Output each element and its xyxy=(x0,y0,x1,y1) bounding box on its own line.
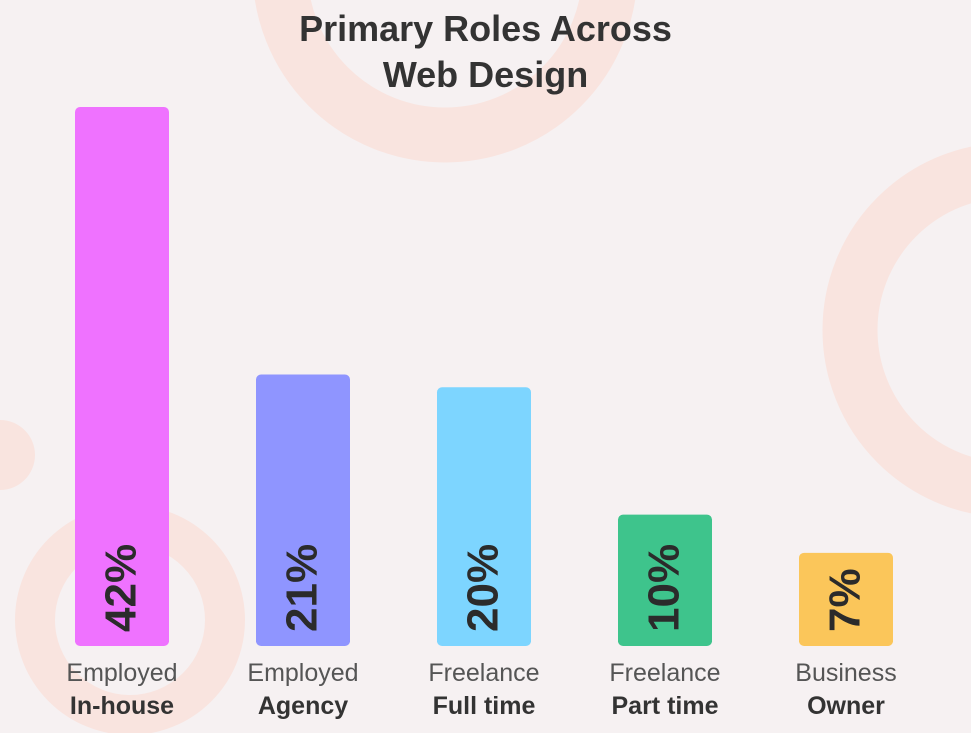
bar-3 xyxy=(437,387,531,646)
category-5-line-1: Business xyxy=(795,659,896,687)
bar-2 xyxy=(256,374,350,646)
category-4-line-2: Part time xyxy=(612,692,719,720)
decor-arc-right xyxy=(822,146,971,514)
bar-5 xyxy=(799,552,893,646)
bar-3-value-label: 20% xyxy=(459,544,508,632)
chart-title-line-2: Web Design xyxy=(382,54,589,95)
bar-4-base xyxy=(618,636,712,642)
chart-title-line-1: Primary Roles Across xyxy=(299,8,672,49)
decor-arc-top xyxy=(254,0,636,163)
bar-1 xyxy=(75,107,169,646)
chart-title: Primary Roles Across Web Design xyxy=(0,6,971,98)
bar-1-value-label: 42% xyxy=(97,544,146,632)
bar-4 xyxy=(618,514,712,646)
bar-2-base xyxy=(256,636,350,642)
bar-5-value-label: 7% xyxy=(821,568,870,632)
category-4-line-1: Freelance xyxy=(609,659,720,687)
category-2-line-2: Agency xyxy=(258,692,348,720)
bar-3-base xyxy=(437,636,531,642)
category-1-line-2: In-house xyxy=(70,692,174,720)
decor-dot-left xyxy=(0,420,35,490)
category-1-line-1: Employed xyxy=(66,659,177,687)
category-3-line-2: Full time xyxy=(433,692,536,720)
bar-5-base xyxy=(799,636,893,642)
category-5-line-2: Owner xyxy=(807,692,885,720)
category-3-line-1: Freelance xyxy=(428,659,539,687)
bar-4-value-label: 10% xyxy=(640,544,689,632)
bar-1-base xyxy=(75,636,169,642)
category-2-line-1: Employed xyxy=(247,659,358,687)
bar-2-value-label: 21% xyxy=(278,544,327,632)
